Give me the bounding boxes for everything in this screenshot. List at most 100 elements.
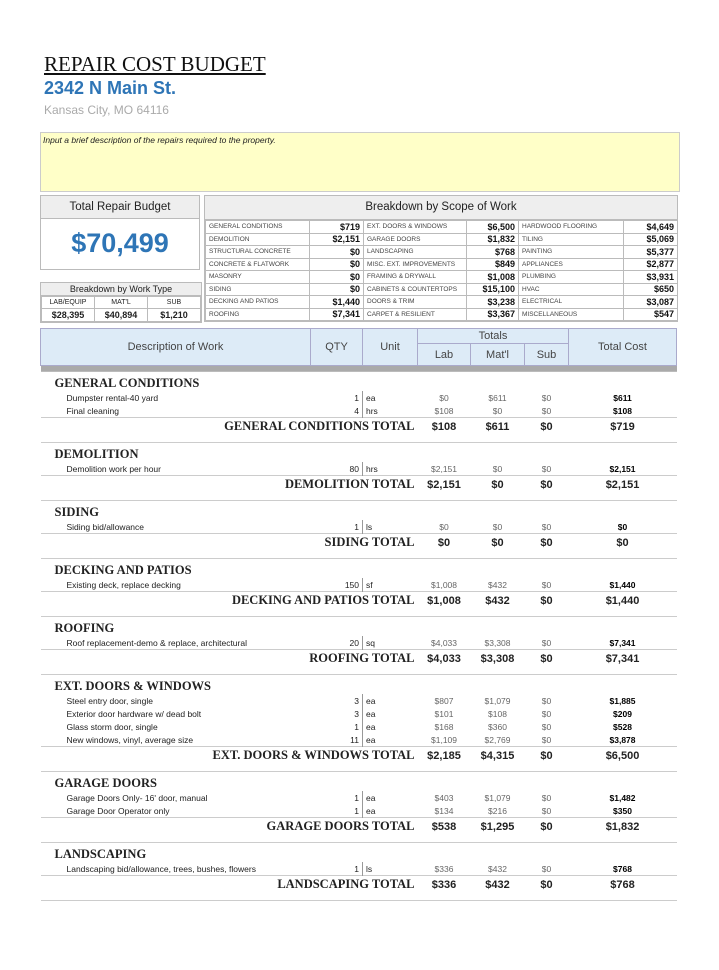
- section-total-row: LANDSCAPING TOTAL $336 $432 $0 $768: [40, 875, 677, 893]
- item-description: Garage Door Operator only: [66, 805, 170, 816]
- item-description: Demolition work per hour: [66, 463, 161, 474]
- worktype-header-row: LAB/EQUIP MAT'L SUB: [41, 296, 201, 309]
- item-row: Siding bid/allowance 1 ls $0 $0 $0 $0: [41, 520, 677, 534]
- scope-row: MASONRY $0 FRAMING & DRYWALL $1,008 PLUMBING…: [205, 270, 678, 284]
- item-unit: ea: [366, 805, 376, 816]
- worktype-label: Breakdown by Work Type: [41, 283, 201, 296]
- item-sub: $0: [541, 708, 552, 719]
- item-unit: sq: [366, 637, 375, 648]
- section-total-lab: $4,033: [417, 649, 471, 667]
- section-total-lab: $336: [417, 875, 471, 893]
- item-total: $2,151: [609, 463, 636, 474]
- scope-value: $719: [309, 220, 364, 234]
- item-lab: $168: [434, 721, 454, 732]
- spacer-cell: [40, 609, 677, 617]
- section-name: LANDSCAPING: [40, 842, 677, 862]
- scope-name: LANDSCAPING: [363, 245, 467, 259]
- item-lab: $101: [434, 708, 454, 719]
- item-row: Landscaping bid/allowance, trees, bushes…: [41, 862, 677, 876]
- item-sub: $0: [541, 637, 552, 648]
- section-name: SIDING: [40, 500, 677, 520]
- header-row: Description of Work QTY Unit Totals Total Co…: [40, 328, 678, 366]
- scope-name: ELECTRICAL: [518, 295, 624, 309]
- item-sub: $0: [541, 405, 552, 416]
- item-row: Demolition work per hour 80 hrs $2,151 $0 $0 $…: [41, 462, 677, 476]
- item-description: Garage Doors Only- 16' door, manual: [66, 792, 208, 803]
- section-total-total: $0: [568, 533, 677, 551]
- spacer-cell: [40, 667, 677, 675]
- section-total-lab: $108: [417, 417, 471, 435]
- section-total-total: $768: [568, 875, 677, 893]
- scope-name: SIDING: [205, 282, 310, 296]
- item-total: $1,440: [609, 579, 636, 590]
- item-mat: $1,079: [484, 695, 511, 706]
- worktype-table: LAB/EQUIP MAT'L SUB $28,395 $40,894 $1,210: [41, 296, 201, 322]
- item-lab: $108: [434, 405, 454, 416]
- item-lab: $134: [434, 805, 454, 816]
- header-lab: Lab: [417, 343, 471, 366]
- section-spacer: [40, 435, 677, 443]
- item-qty: 11: [310, 733, 363, 747]
- section-total-row: GENERAL CONDITIONS TOTAL $108 $611 $0 $719: [40, 417, 677, 435]
- spacer-cell: [40, 835, 677, 843]
- section-total-mat: $3,308: [470, 649, 525, 667]
- item-description: Siding bid/allowance: [66, 521, 145, 532]
- item-row: Final cleaning 4 hrs $108 $0 $0 $108: [41, 404, 677, 418]
- section-spacer: [40, 835, 677, 843]
- scope-name: MISC. EXT. IMPROVEMENTS: [363, 257, 467, 271]
- spacer-cell: [40, 764, 677, 772]
- section-total-sub: $0: [524, 417, 569, 435]
- item-total: $209: [613, 708, 632, 719]
- item-sub: $0: [541, 792, 552, 803]
- scope-row: DECKING AND PATIOS $1,440 DOORS & TRIM $3,2…: [205, 295, 678, 309]
- scope-name: CABINETS & COUNTERTOPS: [363, 282, 467, 296]
- section-spacer: [40, 893, 677, 901]
- item-unit: hrs: [366, 463, 378, 474]
- section-total-sub: $0: [524, 475, 569, 493]
- item-qty: 3: [310, 707, 363, 720]
- scope-name: STRUCTURAL CONCRETE: [205, 245, 310, 259]
- item-qty: 1: [310, 520, 363, 534]
- scope-value: $547: [623, 307, 678, 321]
- item-lab: $1,109: [431, 734, 457, 745]
- header-description: Description of Work: [40, 328, 311, 366]
- section-total-mat: $432: [470, 875, 525, 893]
- item-total: $108: [613, 405, 632, 416]
- header-totals: Totals: [416, 328, 570, 344]
- section-total-sub: $0: [524, 533, 569, 551]
- scope-row: ROOFING $7,341 CARPET & RESILIENT $3,367 MIS…: [205, 307, 678, 321]
- item-sub: $0: [541, 734, 552, 745]
- item-sub: $0: [541, 695, 552, 706]
- scope-name: DEMOLITION: [205, 232, 310, 246]
- scope-value: $4,649: [623, 220, 678, 234]
- section-spacer: [40, 667, 677, 675]
- city: Kansas City, MO 64116: [44, 103, 169, 117]
- item-unit: ea: [366, 392, 376, 403]
- item-row: Dumpster rental-40 yard 1 ea $0 $611 $0 $611: [41, 391, 677, 404]
- section-name: EXT. DOORS & WINDOWS: [40, 674, 677, 694]
- section-name: DECKING AND PATIOS: [40, 558, 677, 578]
- section-total-total: $1,832: [568, 817, 677, 835]
- item-unit: ls: [366, 521, 373, 532]
- scope-name: APPLIANCES: [518, 257, 624, 271]
- item-total: $0: [617, 521, 628, 532]
- scope-row: SIDING $0 CABINETS & COUNTERTOPS $15,100 HVA…: [205, 282, 678, 296]
- item-lab: $0: [439, 521, 449, 532]
- section-total-mat: $0: [470, 533, 525, 551]
- item-mat: $360: [488, 721, 507, 732]
- scope-name: FRAMING & DRYWALL: [363, 270, 467, 284]
- scope-name: ROOFING: [205, 307, 310, 321]
- section-total-lab: $2,185: [417, 746, 471, 764]
- worktype-header: MAT'L: [94, 296, 148, 309]
- section-total-label: LANDSCAPING TOTAL: [40, 875, 418, 893]
- section-total-sub: $0: [524, 817, 569, 835]
- scope-value: $1,008: [466, 270, 519, 284]
- section-header: DEMOLITION: [40, 442, 677, 462]
- section-total-lab: $1,008: [417, 591, 471, 609]
- total-value: $70,499: [71, 228, 169, 258]
- scope-value: $3,367: [466, 307, 519, 321]
- item-sub: $0: [541, 463, 552, 474]
- item-unit: ea: [366, 708, 376, 719]
- item-total: $528: [613, 721, 632, 732]
- scope-value: $1,832: [466, 232, 519, 246]
